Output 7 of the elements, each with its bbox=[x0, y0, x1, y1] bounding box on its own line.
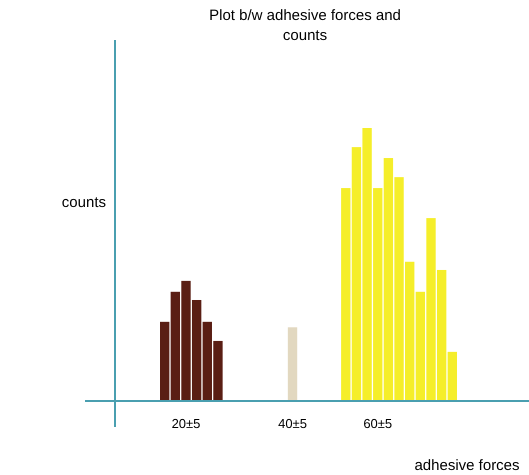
x-tick-label: 60±5 bbox=[363, 416, 392, 431]
y-axis-title: counts bbox=[62, 194, 106, 211]
chart-title: Plot b/w adhesive forces and counts bbox=[209, 7, 401, 44]
x-tick-label: 20±5 bbox=[172, 416, 200, 431]
x-axis-title: adhesive forces bbox=[414, 457, 520, 474]
bar bbox=[288, 327, 298, 401]
x-tick-label: 40±5 bbox=[278, 416, 307, 431]
